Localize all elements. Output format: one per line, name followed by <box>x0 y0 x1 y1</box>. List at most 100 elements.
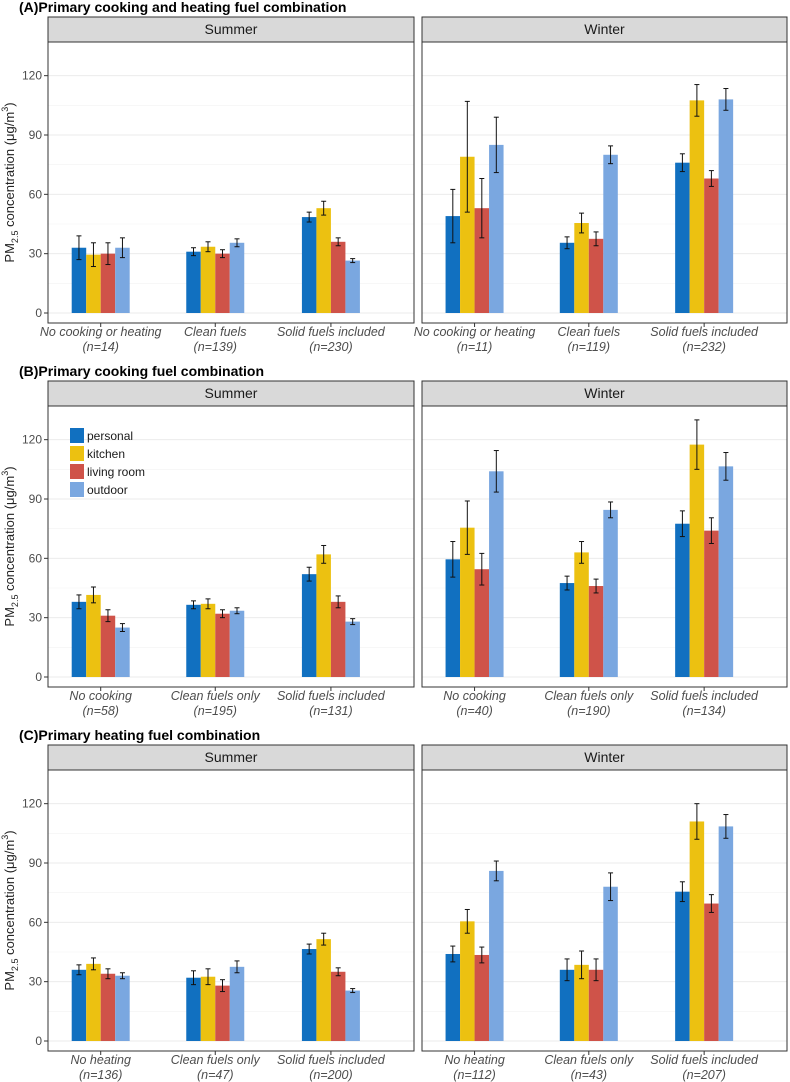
x-tick-n: (n=112) <box>453 1068 496 1082</box>
y-axis-label-part: 2.5 <box>10 595 20 608</box>
bar-outdoor <box>229 610 245 677</box>
bar-kitchen <box>316 554 331 677</box>
bar-personal <box>445 953 461 1041</box>
facet-strip <box>47 380 415 407</box>
bar-living-room <box>100 615 116 677</box>
chart-title: (B)Primary cooking fuel combination <box>19 363 264 379</box>
y-tick-label: 30 <box>29 611 43 625</box>
x-tick-label: Clean fuels only <box>544 1053 634 1067</box>
bar-living-room <box>588 969 604 1041</box>
y-axis-label: PM2.5 concentration (μg/m3) <box>0 830 20 990</box>
bar-personal <box>186 977 201 1041</box>
legend-label: living room <box>87 465 145 479</box>
x-tick-label: Solid fuels included <box>650 325 759 339</box>
y-axis-label-part: concentration (μg/m <box>2 112 17 231</box>
x-tick-label: Clean fuels only <box>171 1053 261 1067</box>
bar-living-room <box>215 985 230 1041</box>
legend-swatch-personal <box>70 428 84 443</box>
y-axis-label-part: ) <box>2 466 17 470</box>
x-tick-label: No cooking <box>69 689 132 703</box>
panel-summer: Summer No cooking or heating(n=14) Clean f… <box>40 16 415 354</box>
y-axis-label-part: 3 <box>0 835 10 840</box>
facet-strip <box>421 380 788 407</box>
x-tick-label: Solid fuels included <box>277 325 386 339</box>
x-tick-n: (n=230) <box>309 340 352 354</box>
bar-outdoor <box>115 627 130 677</box>
panel-border <box>47 769 415 1052</box>
bar-outdoor <box>229 966 245 1041</box>
bar-outdoor <box>115 247 130 313</box>
bar-kitchen <box>574 552 589 677</box>
facet-label: Summer <box>205 749 258 765</box>
bar-personal <box>675 891 690 1041</box>
x-tick-label: No heating <box>444 1053 505 1067</box>
panel-border <box>421 769 788 1052</box>
facet-strip <box>47 16 415 43</box>
bar-personal <box>186 604 201 677</box>
facet-strip <box>421 744 788 771</box>
x-tick-label: Solid fuels included <box>650 1053 759 1067</box>
bar-kitchen <box>689 100 705 313</box>
chart-a: (A)Primary cooking and heating fuel comb… <box>0 0 788 354</box>
x-tick-n: (n=139) <box>194 340 237 354</box>
x-tick-n: (n=58) <box>82 704 118 718</box>
y-axis-label-part: PM <box>2 607 17 627</box>
x-tick-n: (n=43) <box>571 1068 607 1082</box>
x-tick-n: (n=136) <box>79 1068 122 1082</box>
bar-living-room <box>215 253 230 313</box>
chart-title: (C)Primary heating fuel combination <box>19 727 260 743</box>
y-tick-label: 60 <box>29 551 43 565</box>
bar-living-room <box>474 208 490 313</box>
bar-outdoor <box>115 975 130 1041</box>
x-tick-n: (n=11) <box>457 340 493 354</box>
bar-personal <box>71 601 87 677</box>
panel-border <box>47 405 415 688</box>
legend-label: outdoor <box>87 483 128 497</box>
x-tick-label: Clean fuels only <box>171 689 261 703</box>
bar-kitchen <box>86 594 101 677</box>
bar-kitchen <box>316 208 331 313</box>
x-tick-n: (n=40) <box>456 704 492 718</box>
bar-personal <box>301 217 317 313</box>
bar-living-room <box>100 253 116 313</box>
bar-kitchen <box>86 963 101 1041</box>
y-axis-label: PM2.5 concentration (μg/m3) <box>0 466 20 626</box>
bar-personal <box>186 251 201 313</box>
bar-personal <box>445 559 461 677</box>
y-axis-label-part: ) <box>2 102 17 106</box>
y-axis-label-part: ) <box>2 830 17 834</box>
facet-label: Winter <box>584 749 625 765</box>
bar-personal <box>301 949 317 1041</box>
x-tick-n: (n=47) <box>197 1068 233 1082</box>
x-tick-label: Clean fuels <box>184 325 247 339</box>
bar-kitchen <box>200 246 216 313</box>
x-tick-n: (n=190) <box>567 704 610 718</box>
bar-outdoor <box>489 471 504 677</box>
x-tick-label: Solid fuels included <box>650 689 759 703</box>
x-tick-n: (n=200) <box>309 1068 352 1082</box>
y-tick-label: 60 <box>29 187 43 201</box>
bar-living-room <box>704 903 719 1041</box>
chart-title: (A)Primary cooking and heating fuel comb… <box>19 0 346 15</box>
facet-label: Summer <box>205 21 258 37</box>
x-tick-n: (n=131) <box>309 704 352 718</box>
bar-living-room <box>330 601 346 677</box>
x-tick-label: Solid fuels included <box>277 689 386 703</box>
y-axis-label-part: 3 <box>0 471 10 476</box>
bar-outdoor <box>718 826 734 1041</box>
bar-living-room <box>704 530 719 677</box>
panel-winter: Winter No heating(n=112) Clean fuels only(… <box>421 744 788 1082</box>
bar-kitchen <box>689 444 705 677</box>
y-tick-label: 30 <box>29 975 43 989</box>
y-axis-label-part: concentration (μg/m <box>2 476 17 595</box>
bar-living-room <box>588 586 604 677</box>
y-axis-label-part: 2.5 <box>10 959 20 972</box>
bar-living-room <box>100 973 116 1041</box>
bar-personal <box>71 969 87 1041</box>
x-tick-label: No cooking or heating <box>414 325 536 339</box>
bar-personal <box>559 583 575 677</box>
y-axis-label-part: 2.5 <box>10 231 20 244</box>
bar-outdoor <box>603 886 618 1041</box>
bar-living-room <box>330 241 346 313</box>
